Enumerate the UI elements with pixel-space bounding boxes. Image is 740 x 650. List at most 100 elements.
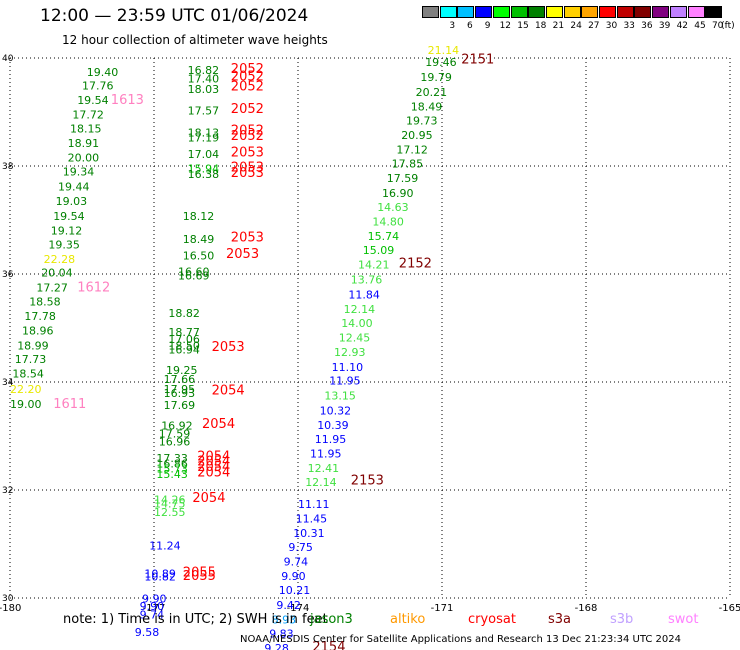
wave-height-value: 18.58 <box>29 295 61 308</box>
wave-height-value: 19.12 <box>51 225 83 238</box>
legend-label: 27 <box>588 21 600 31</box>
wave-height-value: 20.95 <box>401 129 433 142</box>
legend-label: 3 <box>449 21 456 31</box>
legend-swatch <box>563 6 581 18</box>
y-tick-label: 40 <box>2 54 14 64</box>
time-label: 2054 <box>197 449 230 464</box>
wave-height-value: 17.06 <box>168 333 200 346</box>
wave-height-value: 15.94 <box>188 162 220 175</box>
wave-height-value: 16.94 <box>168 343 200 356</box>
wave-height-value: 17.59 <box>159 428 191 441</box>
wave-height-value: 18.54 <box>12 368 44 381</box>
wave-height-value: 13.15 <box>324 389 356 402</box>
wave-height-value: 11.24 <box>149 539 181 552</box>
satellite-name-s3a: s3a <box>548 612 572 627</box>
legend-swatch <box>422 6 439 18</box>
wave-height-value: 16.93 <box>164 387 196 400</box>
wave-height-value: 10.32 <box>320 404 352 417</box>
y-tick-label: 36 <box>2 270 14 280</box>
time-label: 2053 <box>231 166 264 181</box>
wave-height-value: 17.85 <box>392 158 424 171</box>
wave-height-value: 10.82 <box>144 571 176 584</box>
wave-height-value: 17.04 <box>188 148 220 161</box>
wave-height-value: 16.96 <box>159 436 191 449</box>
wave-height-value: 22.28 <box>44 253 76 266</box>
wave-height-value: 18.50 <box>168 340 200 353</box>
time-label: 2052 <box>231 79 264 94</box>
wave-height-value: 18.77 <box>168 326 200 339</box>
time-label: 2052 <box>231 62 264 77</box>
wave-height-value: 14.75 <box>154 497 186 510</box>
wave-height-value: 19.44 <box>58 180 90 193</box>
time-label: 2053 <box>212 340 245 355</box>
wave-height-value: 18.49 <box>183 233 215 246</box>
wave-height-value: 18.96 <box>22 324 54 337</box>
time-label: 1612 <box>77 280 110 295</box>
wave-height-value: 17.72 <box>72 108 104 121</box>
time-label: 2055 <box>183 565 216 580</box>
wave-height-value: 14.63 <box>377 201 409 214</box>
wave-height-value: 13.76 <box>351 274 383 287</box>
wave-height-value: 11.45 <box>296 512 328 525</box>
wave-height-value: 18.49 <box>411 100 443 113</box>
wave-height-value: 9.42 <box>276 599 301 612</box>
legend-swatch <box>457 6 475 18</box>
time-label: 2054 <box>192 491 225 506</box>
wave-height-value: 18.99 <box>17 340 49 353</box>
wave-height-value: 10.31 <box>293 527 325 540</box>
wave-height-value: 11.95 <box>315 433 347 446</box>
y-tick-label: 34 <box>2 378 14 388</box>
legend-swatch <box>599 6 616 18</box>
wave-height-value: 14.21 <box>358 259 390 272</box>
wave-height-value: 12.14 <box>305 476 337 489</box>
legend-unit: (ft) <box>721 21 735 31</box>
time-label: 2052 <box>231 102 264 117</box>
wave-height-value: 19.73 <box>406 114 438 127</box>
wave-height-value: 11.10 <box>332 361 364 374</box>
satellite-name-jason3: jason3 <box>310 612 353 627</box>
legend-swatch <box>652 6 670 18</box>
wave-height-value: 9.83 <box>269 627 294 640</box>
wave-height-value: 17.33 <box>156 452 188 465</box>
legend-swatch <box>705 6 723 18</box>
wave-height-value: 9.28 <box>264 642 289 650</box>
legend-swatch <box>528 6 546 18</box>
wave-height-value: 12.55 <box>154 506 186 519</box>
y-tick-label: 32 <box>2 486 13 496</box>
wave-height-value: 17.27 <box>36 281 68 294</box>
time-label: 2152 <box>399 257 432 272</box>
footer-note: note: 1) Time is in UTC; 2) SWH is in fe… <box>63 612 328 627</box>
time-label: 2052 <box>231 70 264 85</box>
time-label: 2053 <box>231 145 264 160</box>
legend-label: 36 <box>641 21 653 31</box>
wave-height-value: 17.76 <box>82 79 114 92</box>
legend-label: 12 <box>499 21 512 31</box>
legend-label: 15 <box>517 21 529 31</box>
wave-height-value: 18.03 <box>188 83 220 96</box>
x-tick-label: -168 <box>575 603 598 614</box>
wave-height-value: 15.74 <box>368 230 400 243</box>
legend-swatch <box>669 6 687 18</box>
wave-height-value: 12.93 <box>334 346 366 359</box>
x-tick-label: -177 <box>143 603 166 614</box>
legend-label: 24 <box>570 21 582 31</box>
legend-label: 21 <box>552 21 565 31</box>
wave-height-value: 17.59 <box>387 172 419 185</box>
wave-height-value: 20.04 <box>41 267 72 280</box>
legend-swatch <box>581 6 599 18</box>
satellite-name-s3b: s3b <box>610 612 634 627</box>
time-label: 1613 <box>111 93 144 108</box>
wave-height-value: 17.57 <box>188 105 220 118</box>
wave-height-value: 16.50 <box>183 249 215 262</box>
wave-height-value: 18.12 <box>183 210 215 223</box>
legend-label: 45 <box>694 21 706 31</box>
wave-height-value: 19.40 <box>87 66 119 79</box>
wave-height-value: 10.39 <box>317 419 349 432</box>
legend-label: 39 <box>658 21 671 31</box>
x-tick-label: -180 <box>0 603 21 614</box>
time-label: 2151 <box>461 52 494 67</box>
time-label: 2154 <box>312 640 345 650</box>
wave-height-value: 16.82 <box>188 64 220 77</box>
y-tick-label: 38 <box>2 162 14 172</box>
wave-height-value: 17.69 <box>164 399 196 412</box>
